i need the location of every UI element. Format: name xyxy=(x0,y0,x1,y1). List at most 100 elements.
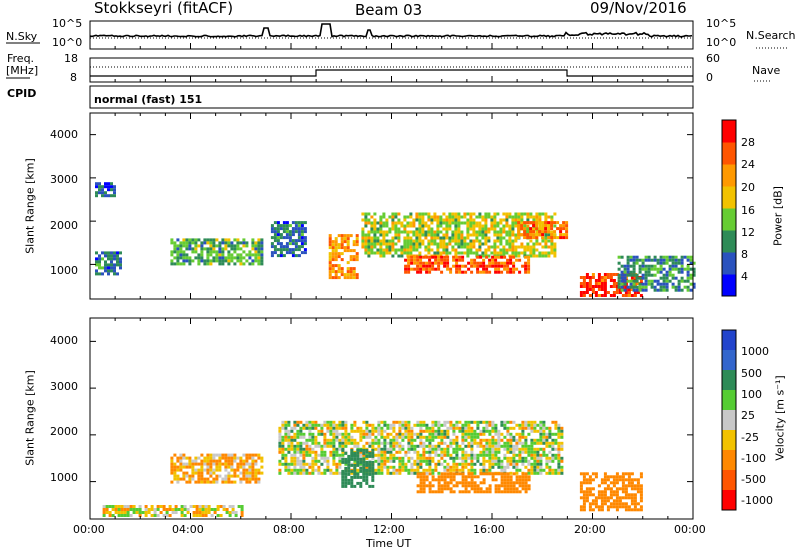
heatmap-cell xyxy=(437,459,441,463)
heatmap-cell xyxy=(300,224,304,228)
heatmap-cell xyxy=(302,456,306,460)
heatmap-cell xyxy=(582,282,586,285)
heatmap-cell xyxy=(415,218,419,222)
heatmap-cell xyxy=(635,279,639,283)
heatmap-cell xyxy=(632,270,636,274)
heatmap-cell xyxy=(95,257,98,261)
heatmap-cell xyxy=(656,282,660,286)
heatmap-cell xyxy=(383,435,387,439)
heatmap-cell xyxy=(403,248,407,252)
heatmap-cell xyxy=(299,441,303,445)
heatmap-cell xyxy=(485,472,489,476)
heatmap-cell xyxy=(683,285,687,289)
heatmap-cell xyxy=(617,282,621,286)
heatmap-cell xyxy=(376,221,380,225)
heatmap-cell xyxy=(466,227,470,231)
heatmap-cell xyxy=(527,475,531,479)
heatmap-cell xyxy=(224,244,228,248)
heatmap-cell xyxy=(326,441,330,445)
heatmap-cell xyxy=(618,288,622,291)
heatmap-cell xyxy=(422,429,426,433)
heatmap-cell xyxy=(98,191,101,195)
heatmap-cell xyxy=(603,291,607,294)
heatmap-cell xyxy=(416,258,420,262)
heatmap-cell xyxy=(518,423,522,427)
heatmap-cell xyxy=(494,432,498,436)
heatmap-cell xyxy=(374,435,378,439)
heatmap-cell xyxy=(361,227,365,231)
heatmap-cell xyxy=(524,444,528,448)
heatmap-cell xyxy=(476,484,480,488)
heatmap-cell xyxy=(335,429,339,433)
heatmap-cell xyxy=(482,258,486,262)
heatmap-cell xyxy=(436,224,440,228)
heatmap-cell xyxy=(541,224,545,228)
heatmap-cell xyxy=(536,459,540,463)
heatmap-cell xyxy=(431,471,435,475)
heatmap-cell xyxy=(365,478,369,482)
heatmap-cell xyxy=(251,238,255,242)
heatmap-cell xyxy=(433,233,437,237)
heatmap-cell xyxy=(284,423,288,427)
heatmap-cell xyxy=(600,496,604,500)
heatmap-cell xyxy=(415,212,419,216)
heatmap-cell xyxy=(383,441,387,445)
heatmap-cell xyxy=(203,262,207,266)
heatmap-cell xyxy=(559,227,563,231)
heatmap-cell xyxy=(176,468,180,472)
heatmap-cell xyxy=(239,456,243,460)
heatmap-cell xyxy=(473,429,477,433)
heatmap-cell xyxy=(425,426,429,430)
heatmap-cell xyxy=(224,462,228,466)
heatmap-cell xyxy=(476,475,480,479)
heatmap-cell xyxy=(488,459,492,463)
heatmap-cell xyxy=(239,480,243,484)
heatmap-cell xyxy=(276,254,280,258)
heatmap-cell xyxy=(452,426,456,430)
heatmap-cell xyxy=(242,453,246,457)
heatmap-cell xyxy=(458,270,462,274)
heatmap-cell xyxy=(329,432,333,436)
heatmap-cell xyxy=(491,475,495,479)
heatmap-cell xyxy=(500,484,504,488)
heatmap-cell xyxy=(407,471,411,475)
heatmap-cell xyxy=(215,256,219,260)
heatmap-cell xyxy=(191,247,195,251)
heatmap-cell xyxy=(526,227,530,231)
heatmap-cell xyxy=(416,450,420,454)
heatmap-cell xyxy=(449,456,453,460)
heatmap-cell xyxy=(350,435,354,439)
heatmap-cell xyxy=(451,212,455,216)
heatmap-cell xyxy=(550,233,554,237)
heatmap-cell xyxy=(674,267,678,271)
heatmap-cell xyxy=(257,262,261,266)
heatmap-cell xyxy=(215,259,219,263)
heatmap-cell xyxy=(560,447,564,451)
heatmap-cell xyxy=(299,426,303,430)
heatmap-cell xyxy=(370,251,374,255)
heatmap-cell xyxy=(281,444,285,448)
heatmap-cell xyxy=(539,468,543,472)
heatmap-cell xyxy=(352,273,356,277)
heatmap-cell xyxy=(251,453,255,457)
heatmap-cell xyxy=(406,245,410,249)
heatmap-cell xyxy=(467,456,471,460)
heatmap-cell xyxy=(108,505,112,508)
heatmap-cell xyxy=(431,435,435,439)
heatmap-cell xyxy=(141,511,145,514)
heatmap-cell xyxy=(512,438,516,442)
heatmap-cell xyxy=(470,258,474,262)
heatmap-cell xyxy=(300,239,304,243)
heatmap-cell xyxy=(416,490,420,494)
heatmap-cell xyxy=(538,227,542,231)
heatmap-cell xyxy=(518,258,522,262)
heatmap-cell xyxy=(485,423,489,427)
heatmap-cell xyxy=(488,444,492,448)
heatmap-cell xyxy=(485,255,489,259)
heatmap-cell xyxy=(291,233,295,237)
heatmap-cell xyxy=(466,242,470,246)
heatmap-cell xyxy=(415,245,419,249)
heatmap-cell xyxy=(418,212,422,216)
heatmap-cell xyxy=(457,245,461,249)
heatmap-cell xyxy=(368,460,372,464)
